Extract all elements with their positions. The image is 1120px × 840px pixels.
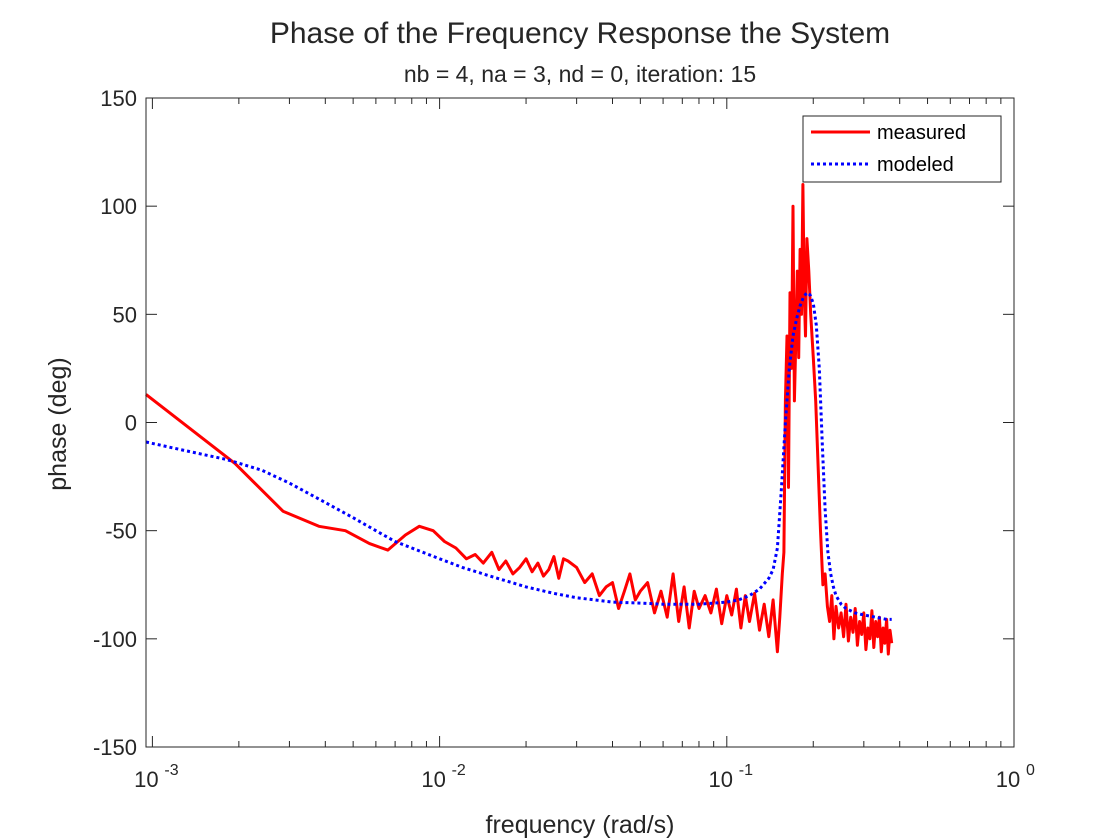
legend: measured modeled [802, 115, 1002, 183]
x-axis-label: frequency (rad/s) [486, 811, 675, 839]
plot-area [146, 98, 1014, 747]
chart-subtitle: nb = 4, na = 3, nd = 0, iteration: 15 [404, 61, 756, 87]
legend-label-measured: measured [877, 122, 966, 144]
y-tick-label: 100 [100, 194, 137, 219]
legend-label-modeled: modeled [877, 154, 954, 176]
x-tick-label: 10 [134, 767, 158, 792]
x-tick-exponent: -2 [452, 762, 466, 779]
y-tick-label: -100 [93, 627, 137, 652]
x-tick-label: 10 [709, 767, 733, 792]
y-tick-label: 150 [100, 86, 137, 111]
chart-title: Phase of the Frequency Response the Syst… [270, 17, 890, 50]
y-tick-label: 50 [113, 302, 137, 327]
series-line-modeled [145, 291, 892, 621]
x-tick-exponent: -1 [739, 762, 753, 779]
y-axis-label: phase (deg) [44, 357, 72, 490]
y-tick-label: 0 [125, 411, 137, 436]
x-tick-exponent: -3 [164, 762, 178, 779]
x-tick-exponent: 0 [1026, 762, 1035, 779]
series-layer [145, 183, 894, 656]
x-tick-label: 10 [421, 767, 445, 792]
legend-box [802, 115, 1002, 183]
series-line-measured [145, 183, 894, 656]
y-tick-label: -50 [105, 519, 137, 544]
y-tick-label: -150 [93, 735, 137, 760]
x-tick-label: 10 [996, 767, 1020, 792]
